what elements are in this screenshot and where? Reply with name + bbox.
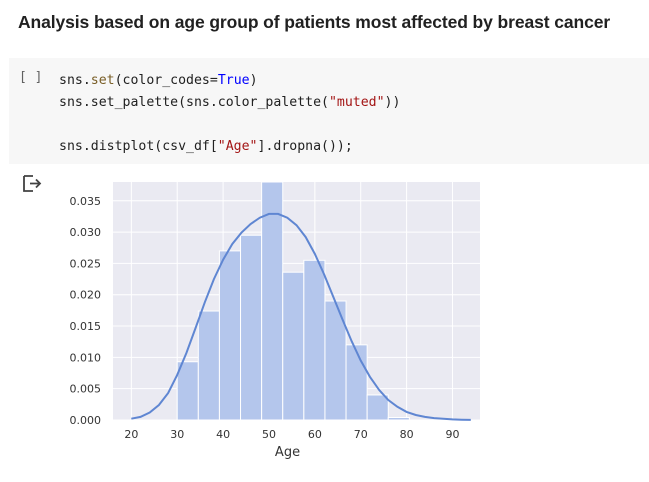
histogram-bar xyxy=(303,259,326,421)
code-token: "muted" xyxy=(328,95,385,110)
histogram-bar xyxy=(240,234,263,421)
y-tick-label: 0.010 xyxy=(70,351,102,364)
histogram-bars xyxy=(176,181,410,421)
code-token: sns. xyxy=(59,73,91,88)
histogram-bar xyxy=(218,250,242,421)
x-tick-label: 50 xyxy=(262,428,276,441)
kde-line xyxy=(131,212,471,421)
y-tick-label: 0.005 xyxy=(70,383,102,396)
y-tick-label: 0.030 xyxy=(70,226,102,239)
histogram-bar xyxy=(176,361,199,421)
code-token: set xyxy=(90,73,115,88)
code-token: ) xyxy=(249,73,258,88)
x-tick-label: 30 xyxy=(170,428,184,441)
code-token: )) xyxy=(384,95,401,110)
code-token: sns.set_palette(sns.color_palette( xyxy=(59,95,329,110)
code-token: True xyxy=(217,73,250,88)
x-tick-label: 40 xyxy=(216,428,230,441)
y-tick-label: 0.020 xyxy=(70,289,102,302)
code-cell[interactable]: [ ] sns.set(color_codes=True) sns.set_pa… xyxy=(9,58,649,164)
output-arrow-icon xyxy=(23,175,42,192)
y-tick-label: 0.025 xyxy=(70,257,102,270)
x-tick-label: 80 xyxy=(400,428,414,441)
x-tick-label: 20 xyxy=(124,428,138,441)
histogram-bar xyxy=(282,271,305,421)
code-token: sns.distplot(csv_df[ xyxy=(59,139,218,154)
histogram-bar xyxy=(366,394,389,421)
histogram-bar xyxy=(387,416,410,421)
y-tick-label: 0.035 xyxy=(70,195,102,208)
y-tick-label: 0.015 xyxy=(70,320,102,333)
age-distribution-chart: 0.000 0.005 0.010 0.015 0.020 0.025 0.030 0.035… xyxy=(70,181,480,460)
x-tick-label: 90 xyxy=(445,428,459,441)
y-tick-label: 0.000 xyxy=(70,414,102,427)
y-axis-ticks: 0.000 0.005 0.010 0.015 0.020 0.025 0.030 0.035 xyxy=(70,195,102,427)
x-axis-ticks: 20 30 40 50 60 70 80 90 xyxy=(124,428,459,441)
code-token: "Age" xyxy=(217,139,258,154)
run-cell-button[interactable]: [ ] xyxy=(19,70,43,85)
code-token: ].dropna()); xyxy=(257,139,353,154)
histogram-bar xyxy=(197,310,220,421)
section-heading: Analysis based on age group of patients … xyxy=(18,12,611,32)
code-token: (color_codes= xyxy=(114,73,218,88)
histogram-bar xyxy=(261,181,284,421)
code-editor[interactable]: sns.set(color_codes=True) sns.set_palett… xyxy=(59,70,400,158)
x-axis-label: Age xyxy=(275,445,300,460)
x-tick-label: 70 xyxy=(354,428,368,441)
histogram-bar xyxy=(345,344,368,421)
x-tick-label: 60 xyxy=(308,428,322,441)
